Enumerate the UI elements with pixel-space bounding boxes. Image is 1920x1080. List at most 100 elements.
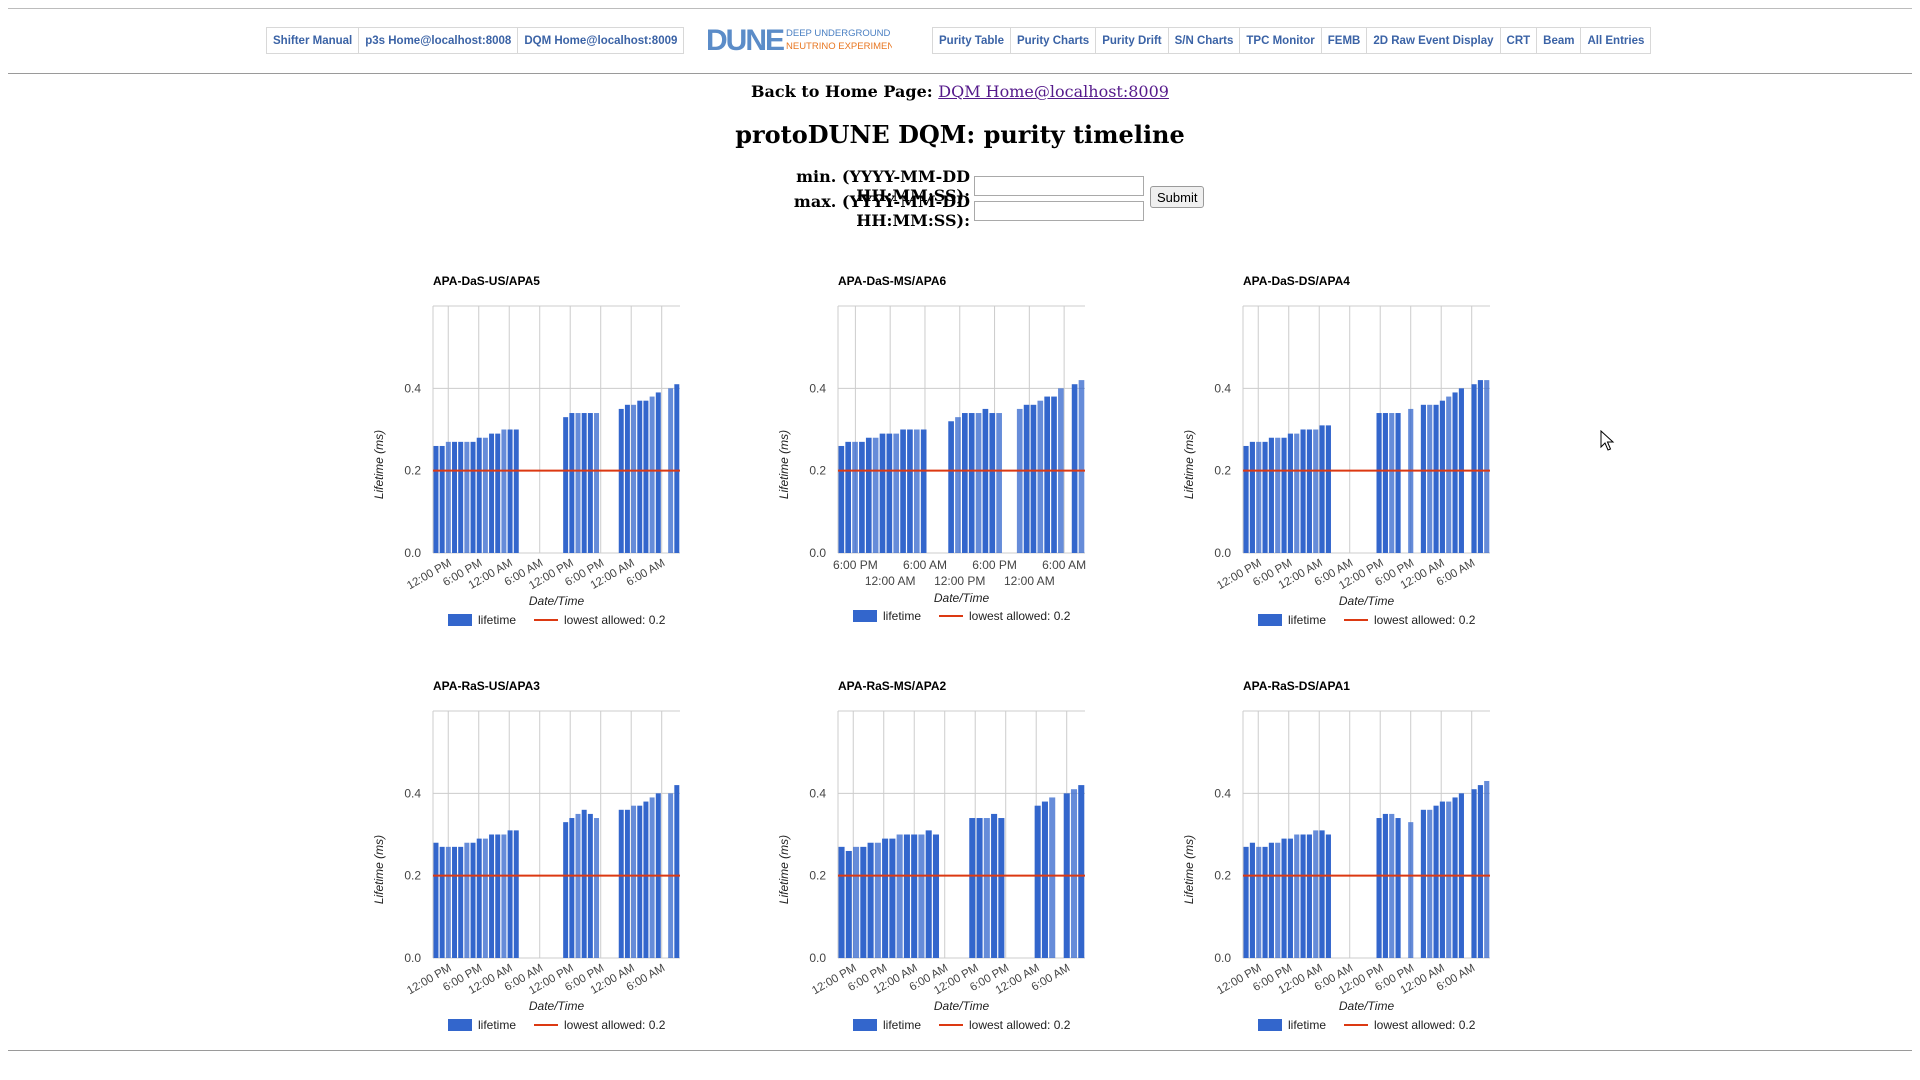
chart-1-legend-label-threshold: lowest allowed: 0.2	[969, 609, 1071, 623]
chart-apa2: APA-RaS-MS/APA2 0.0 0.2 0.4 12:00 PM 6:00 PM 1…	[765, 673, 1125, 1043]
chart-5-title: APA-RaS-DS/APA1	[1243, 679, 1350, 693]
chart-3-xlabel: Date/Time	[529, 999, 585, 1013]
chart-3-bar	[458, 846, 464, 958]
chart-1-ytick-label: 0.4	[809, 381, 826, 395]
chart-0-bar	[464, 441, 470, 553]
nav-link-purity-charts[interactable]: Purity Charts	[1011, 28, 1097, 53]
chart-0-bar	[495, 433, 501, 553]
nav-link-p3s-home[interactable]: p3s Home@localhost:8008	[359, 28, 519, 53]
top-divider	[8, 8, 1912, 9]
chart-5-bar	[1452, 797, 1458, 958]
chart-1-bar	[872, 437, 879, 553]
chart-1-xtick-label: 12:00 AM	[865, 574, 916, 588]
chart-2-bar	[1446, 396, 1452, 553]
chart-4-title: APA-RaS-MS/APA2	[838, 679, 947, 693]
chart-0-bar	[563, 417, 569, 553]
chart-5-ytick-label: 0.0	[1214, 951, 1231, 965]
submit-button[interactable]: Submit	[1150, 186, 1205, 208]
chart-1-bar	[1037, 400, 1044, 553]
nav-link-tpc-monitor[interactable]: TPC Monitor	[1240, 28, 1322, 53]
chart-5-bar	[1446, 801, 1452, 958]
chart-3-bar	[643, 801, 649, 958]
chart-0-bar	[452, 441, 457, 553]
chart-5-bar	[1427, 809, 1433, 958]
chart-0-bar	[618, 408, 624, 553]
chart-2-bar	[1484, 380, 1490, 553]
chart-1-bar	[1071, 384, 1078, 553]
back-to-home-link[interactable]: DQM Home@localhost:8009	[938, 82, 1169, 101]
chart-4-bar	[925, 830, 932, 958]
chart-1-bar	[893, 433, 900, 553]
nav-link-sn-charts[interactable]: S/N Charts	[1169, 28, 1241, 53]
nav-link-purity-drift[interactable]: Purity Drift	[1096, 28, 1169, 53]
chart-5-ylabel: Lifetime (ms)	[1182, 835, 1196, 904]
chart-3-bar	[501, 834, 507, 958]
max-time-input[interactable]	[974, 200, 1144, 221]
chart-1-xtick-label: 6:00 PM	[833, 558, 878, 572]
chart-0-bar	[643, 400, 649, 553]
nav-link-all-entries[interactable]: All Entries	[1587, 34, 1645, 47]
chart-0-bar	[624, 404, 630, 553]
chart-5-legend-label-lifetime: lifetime	[1288, 1018, 1326, 1032]
chart-5-bar	[1281, 838, 1287, 958]
chart-2-bar	[1382, 413, 1388, 553]
chart-1-bar	[1078, 380, 1085, 553]
chart-1-xtick-label: 6:00 PM	[972, 558, 1017, 572]
chart-2-bar	[1306, 429, 1312, 553]
chart-1-bar	[948, 421, 954, 553]
chart-1-bar	[955, 417, 961, 553]
nav-right-group: Purity Table Purity Charts Purity Drift …	[932, 27, 1652, 54]
min-time-input[interactable]	[974, 175, 1144, 196]
chart-4-legend-swatch-lifetime	[853, 1019, 877, 1031]
chart-2-ytick-label: 0.4	[1214, 381, 1231, 395]
chart-0-bar	[507, 429, 513, 553]
chart-2-bar	[1325, 425, 1331, 553]
chart-4-legend-label-threshold: lowest allowed: 0.2	[969, 1018, 1071, 1032]
chart-5-bar	[1287, 838, 1293, 958]
chart-1-xlabel: Date/Time	[934, 591, 990, 605]
chart-0-bar	[445, 441, 451, 553]
chart-4-ytick-label: 0.2	[809, 869, 826, 883]
chart-3-bar	[482, 838, 488, 958]
chart-0-bar	[631, 404, 637, 553]
chart-1-ytick-label: 0.0	[809, 546, 826, 560]
chart-5-xlabel: Date/Time	[1339, 999, 1395, 1013]
chart-4-bar	[918, 834, 925, 958]
chart-5-legend-label-threshold: lowest allowed: 0.2	[1374, 1018, 1476, 1032]
chart-1-xtick-label: 12:00 AM	[1004, 574, 1055, 588]
chart-3-bar	[575, 813, 581, 958]
chart-2-bar	[1319, 425, 1325, 553]
chart-3-bar	[452, 846, 457, 958]
nav-link-dqm-home[interactable]: DQM Home@localhost:8009	[524, 34, 678, 47]
nav-link-beam[interactable]: Beam	[1537, 28, 1582, 53]
chart-1-bar	[982, 408, 989, 553]
chart-1-bar	[996, 413, 1002, 553]
chart-1-title: APA-DaS-MS/APA6	[838, 274, 947, 288]
back-to-home: Back to Home Page: DQM Home@localhost:80…	[0, 82, 1920, 101]
max-time-label: max. (YYYY-MM-DD HH:MM:SS):	[793, 191, 970, 230]
chart-5-ytick-label: 0.4	[1214, 786, 1231, 800]
chart-svg: APA-DaS-MS/APA6 0.0 0.2 0.4 6:00 PM 12:00 AM 6…	[777, 274, 1086, 623]
chart-5-bar	[1389, 813, 1395, 958]
chart-3-bar	[513, 830, 519, 958]
chart-3-bar	[674, 785, 680, 958]
chart-3-bar	[587, 813, 593, 958]
chart-2-bar	[1256, 441, 1262, 553]
nav-link-crt[interactable]: CRT	[1501, 28, 1538, 53]
nav-link-femb[interactable]: FEMB	[1322, 28, 1368, 53]
dune-logo[interactable]: DUNE DEEP UNDERGROUND NEUTRINO EXPERIMEN…	[706, 22, 892, 58]
chart-4-bar	[983, 818, 990, 958]
chart-4-bar	[932, 834, 940, 958]
chart-3-ytick-label: 0.4	[404, 786, 421, 800]
nav-link-2d-raw-event-display[interactable]: 2D Raw Event Display	[1367, 28, 1501, 53]
chart-2-ytick-label: 0.0	[1214, 546, 1231, 560]
chart-2-bar	[1452, 392, 1458, 553]
nav-link-shifter-manual[interactable]: Shifter Manual	[267, 28, 360, 53]
chart-1-xtick-label: 12:00 PM	[934, 574, 985, 588]
chart-0-bar	[513, 429, 519, 553]
chart-3-ylabel: Lifetime (ms)	[372, 835, 386, 904]
chart-2-ylabel: Lifetime (ms)	[1182, 430, 1196, 499]
chart-2-bar	[1389, 413, 1395, 553]
nav-link-purity-table[interactable]: Purity Table	[933, 28, 1011, 53]
